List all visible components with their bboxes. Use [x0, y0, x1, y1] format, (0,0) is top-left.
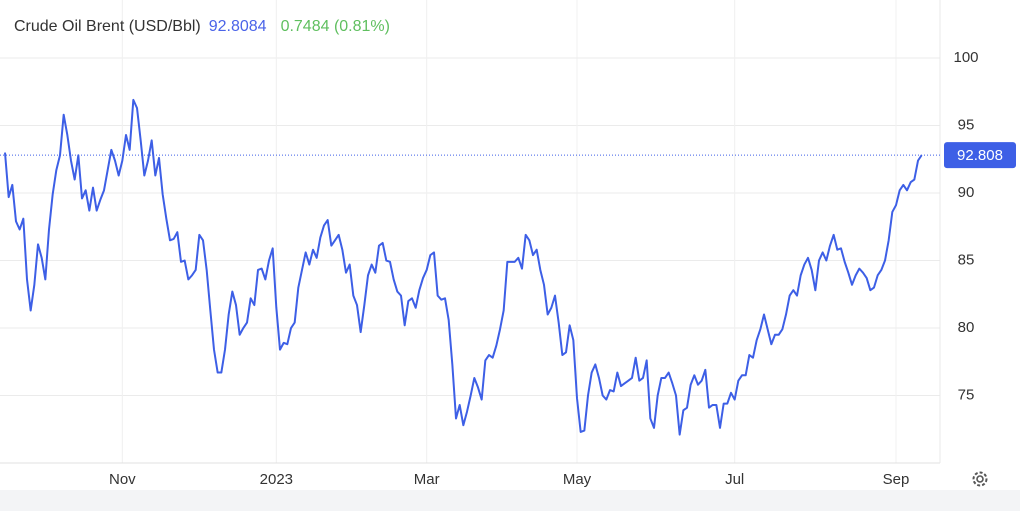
last-price-label: 92.808 — [957, 147, 1003, 164]
y-tick-label: 85 — [958, 251, 975, 268]
settings-icon[interactable] — [972, 471, 988, 487]
x-tick-label: Jul — [725, 471, 744, 488]
price-line — [4, 98, 923, 436]
x-tick-label: Mar — [414, 471, 440, 488]
last-price-badge — [944, 142, 1016, 169]
y-tick-label: 95 — [958, 117, 975, 134]
y-tick-label: 90 — [958, 184, 975, 201]
x-tick-label: 2023 — [260, 471, 293, 488]
y-tick-label: 75 — [958, 386, 975, 403]
x-tick-label: Nov — [109, 471, 136, 488]
price: 92.8084 — [209, 18, 267, 35]
grid — [0, 0, 940, 463]
x-tick-label: May — [563, 471, 592, 488]
chart-title: Crude Oil Brent (USD/Bbl) — [14, 18, 201, 35]
y-tick-label: 80 — [958, 319, 975, 336]
change: 0.7484 (0.81%) — [281, 18, 390, 35]
x-tick-label: Sep — [883, 471, 910, 488]
y-tick-label: 100 — [953, 49, 978, 66]
bottom-strip — [0, 490, 1020, 511]
